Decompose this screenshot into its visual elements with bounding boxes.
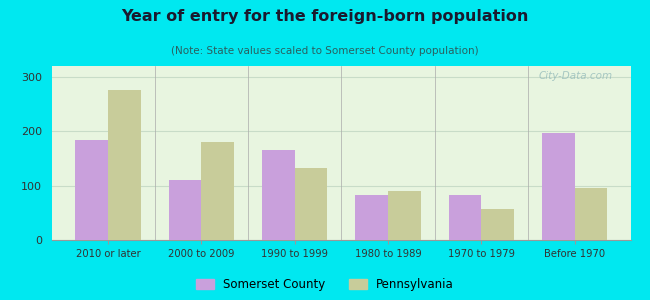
Bar — [388, 191, 421, 240]
Bar — [108, 91, 140, 240]
Text: (Note: State values scaled to Somerset County population): (Note: State values scaled to Somerset C… — [171, 46, 479, 56]
Text: Year of entry for the foreign-born population: Year of entry for the foreign-born popul… — [122, 9, 528, 24]
Bar — [202, 142, 234, 240]
Bar — [575, 188, 607, 240]
Legend: Somerset County, Pennsylvania: Somerset County, Pennsylvania — [196, 278, 454, 291]
Bar — [356, 195, 388, 240]
Bar — [294, 168, 327, 240]
Text: City-Data.com: City-Data.com — [539, 71, 613, 81]
Bar — [448, 195, 481, 240]
Bar — [262, 150, 294, 240]
Bar — [481, 209, 514, 240]
Bar — [542, 133, 575, 240]
Bar — [75, 140, 108, 240]
Bar — [168, 180, 202, 240]
